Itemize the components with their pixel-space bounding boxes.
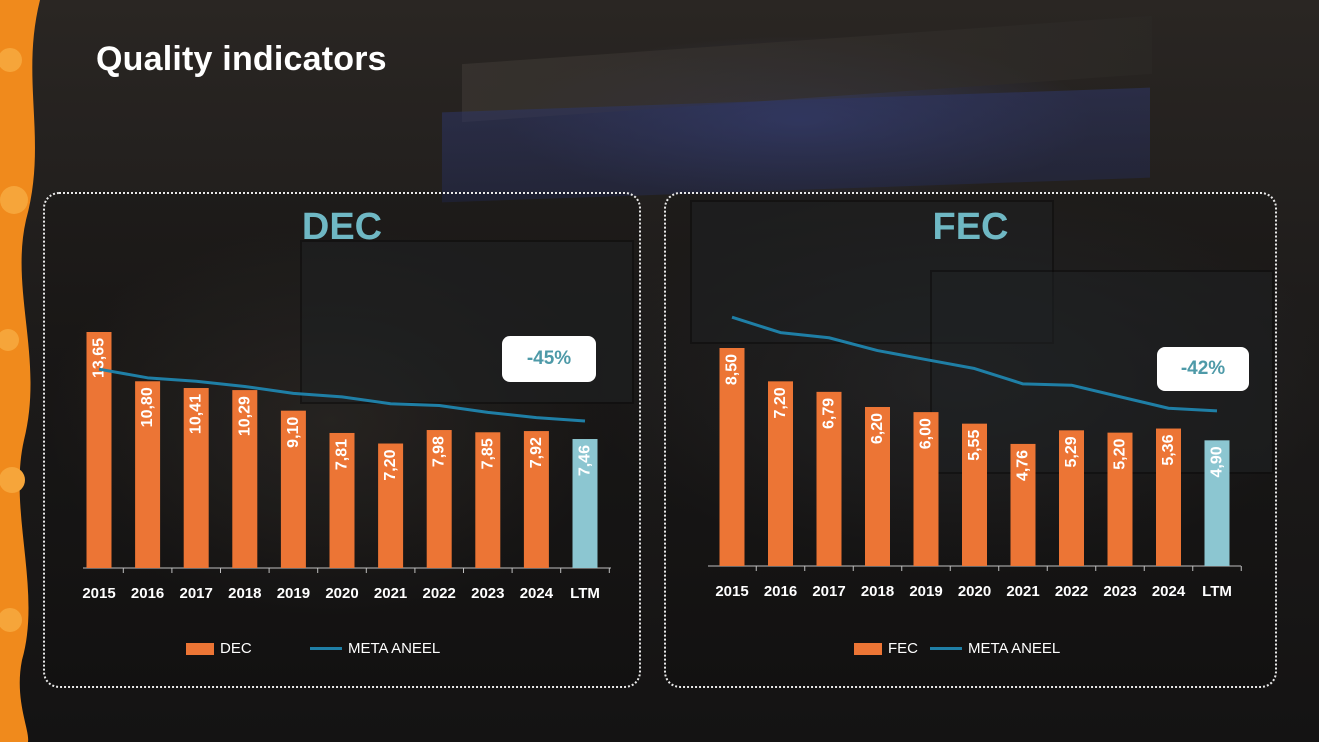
fec-bar-value-label: 7,20 <box>772 387 789 418</box>
legend-label: FEC <box>888 640 918 657</box>
dec-bar-2016 <box>135 381 161 568</box>
fec-bar-2024 <box>1156 428 1181 566</box>
dec-category-label: 2021 <box>374 585 407 602</box>
dec-bar-2017 <box>183 388 209 568</box>
fec-bar-LTM <box>1204 440 1230 566</box>
dec-bar-2024 <box>523 431 549 568</box>
dec-bar-value-label: 10,80 <box>139 387 156 427</box>
fec-bar-value-label: 5,55 <box>966 430 983 461</box>
dec-category-label: LTM <box>570 585 600 602</box>
fec-bar-value-label: 5,36 <box>1160 434 1177 465</box>
fec-bar-2015 <box>719 348 745 566</box>
legend-label: DEC <box>220 640 252 657</box>
dec-bar-value-label: 7,20 <box>382 449 399 480</box>
dec-bar-2018 <box>232 390 258 568</box>
dec-bar-value-label: 7,46 <box>577 445 594 476</box>
dec-legend-bar: DEC <box>186 640 252 657</box>
fec-bar-2020 <box>962 423 987 566</box>
fec-bar-2017 <box>816 391 842 566</box>
dec-bar-LTM <box>572 439 598 568</box>
fec-bar-value-label: 4,76 <box>1015 450 1032 481</box>
fec-bar-value-label: 6,00 <box>918 418 935 449</box>
fec-bar-value-label: 5,20 <box>1112 439 1129 470</box>
dec-bar-2022 <box>426 430 452 568</box>
dec-category-label: 2018 <box>228 585 261 602</box>
dec-bar-value-label: 10,29 <box>236 396 253 436</box>
dec-bar-2020 <box>329 432 355 568</box>
fec-category-label: 2024 <box>1152 583 1186 600</box>
legend-line-swatch <box>310 647 342 650</box>
fec-category-label: 2015 <box>715 583 748 600</box>
dec-bar-value-label: 7,85 <box>479 438 496 469</box>
dec-category-label: 2024 <box>520 585 554 602</box>
fec-bar-2021 <box>1010 443 1036 566</box>
dec-bar-2021 <box>378 443 404 568</box>
dec-bar-value-label: 9,10 <box>285 417 302 448</box>
fec-category-label: 2021 <box>1006 583 1039 600</box>
dec-bar-2019 <box>280 410 306 568</box>
fec-category-label: 2019 <box>909 583 942 600</box>
dec-bar-value-label: 7,92 <box>528 437 545 468</box>
dec-bar-value-label: 7,81 <box>334 439 351 470</box>
fec-bar-value-label: 6,79 <box>821 398 838 429</box>
dec-chart-title: DEC <box>301 206 383 248</box>
fec-bar-2019 <box>913 412 939 566</box>
fec-bar-value-label: 6,20 <box>869 413 886 444</box>
fec-bar-value-label: 4,90 <box>1209 446 1226 477</box>
fec-category-label: 2018 <box>861 583 894 600</box>
legend-label: META ANEEL <box>968 640 1061 657</box>
fec-legend-bar: FEC <box>854 640 918 657</box>
dec-category-label: 2017 <box>180 585 213 602</box>
legend-bar-swatch <box>854 642 882 655</box>
fec-reduction-badge: -42% <box>1157 347 1249 391</box>
dec-legend-line: META ANEEL <box>310 640 440 657</box>
fec-bar-2016 <box>768 381 793 566</box>
decorative-wave <box>0 0 40 742</box>
fec-bar-2018 <box>865 406 890 566</box>
fec-category-label: 2023 <box>1103 583 1136 600</box>
dec-category-label: 2016 <box>131 585 164 602</box>
dec-bar-value-label: 7,98 <box>431 436 448 467</box>
legend-line-swatch <box>930 647 962 650</box>
dec-meta-aneel-line <box>98 367 586 423</box>
dec-category-label: 2020 <box>325 585 358 602</box>
fec-meta-aneel-line <box>731 315 1218 413</box>
fec-category-label: LTM <box>1202 583 1232 600</box>
fec-bar-value-label: 8,50 <box>724 354 741 385</box>
fec-legend-line: META ANEEL <box>930 640 1060 657</box>
dec-category-label: 2023 <box>471 585 504 602</box>
dec-bar-2023 <box>475 432 501 568</box>
page-title: Quality indicators <box>96 40 387 78</box>
dec-category-label: 2015 <box>82 585 115 602</box>
fec-bar-2023 <box>1107 432 1133 566</box>
dec-reduction-badge: -45% <box>502 336 596 382</box>
fec-category-label: 2022 <box>1055 583 1088 600</box>
fec-bar-2022 <box>1059 430 1084 566</box>
fec-chart-title: FEC <box>932 206 1009 248</box>
fec-category-label: 2020 <box>958 583 991 600</box>
fec-bar-value-label: 5,29 <box>1063 436 1080 467</box>
dec-category-label: 2022 <box>423 585 456 602</box>
fec-category-label: 2017 <box>812 583 845 600</box>
fec-category-label: 2016 <box>764 583 797 600</box>
dec-category-label: 2019 <box>277 585 310 602</box>
legend-bar-swatch <box>186 642 214 655</box>
dec-bar-value-label: 13,65 <box>91 338 108 378</box>
legend-label: META ANEEL <box>348 640 441 657</box>
dec-bar-value-label: 10,41 <box>188 394 205 434</box>
